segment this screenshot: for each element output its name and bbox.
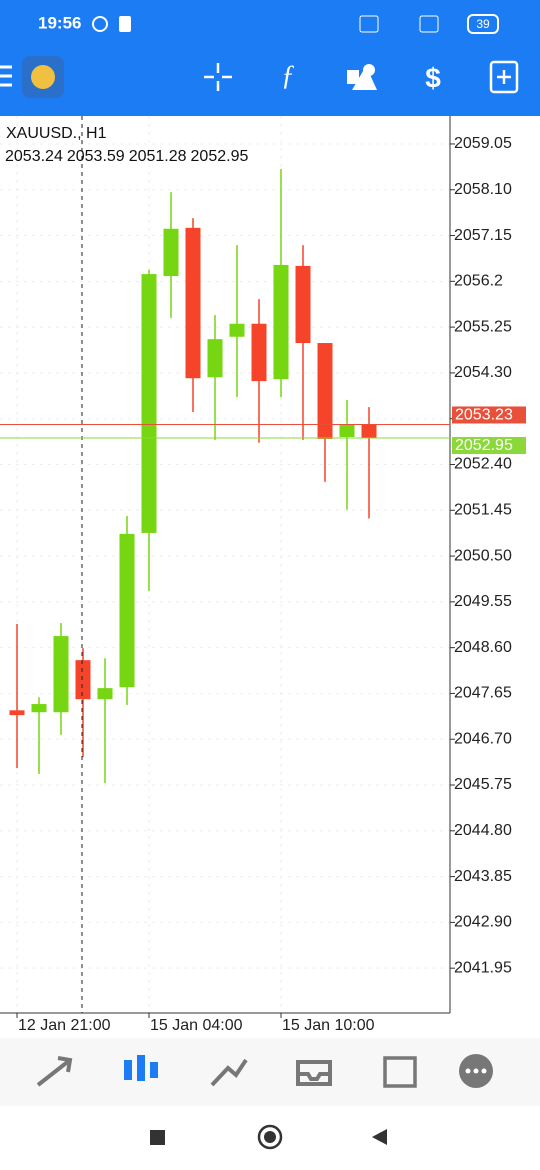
ask-tag	[452, 406, 526, 424]
ohlc-high: 2053.59	[67, 148, 125, 165]
y-tick-label: 2046.70	[454, 730, 512, 747]
candle-body	[229, 323, 245, 337]
back-button[interactable]	[372, 1129, 387, 1145]
messages-tab[interactable]	[459, 1054, 493, 1088]
y-tick-label: 2051.45	[454, 501, 512, 518]
news-tab[interactable]	[383, 1056, 417, 1088]
ohlc-low: 2051.28	[129, 148, 187, 165]
candle-body	[163, 228, 179, 277]
candle-body	[141, 274, 157, 533]
x-tick-label: 15 Jan 04:00	[150, 1017, 243, 1034]
volte-icon	[359, 15, 379, 33]
y-tick-label: 2057.15	[454, 227, 512, 244]
trade-button[interactable]: $	[425, 62, 441, 93]
battery-level: 39	[476, 17, 490, 31]
y-tick-label: 2052.40	[454, 456, 512, 473]
objects-button[interactable]	[347, 64, 377, 90]
y-tick-label: 2058.10	[454, 181, 512, 198]
ohlc-close: 2052.95	[191, 148, 249, 165]
candle-body	[251, 323, 267, 382]
candle-body	[339, 423, 355, 438]
recents-button[interactable]	[150, 1130, 165, 1145]
y-tick-label: 2055.25	[454, 318, 512, 335]
indicators-button[interactable]: ƒ	[281, 60, 295, 91]
crosshair-button[interactable]	[204, 63, 232, 91]
ask-tag-label: 2053.23	[455, 407, 513, 424]
new-order-button[interactable]	[489, 60, 519, 94]
candle-body	[317, 343, 333, 439]
home-button[interactable]	[257, 1124, 283, 1150]
y-tick-label: 2056.2	[454, 273, 503, 290]
candle-body	[119, 533, 135, 688]
history-tab[interactable]	[296, 1060, 332, 1086]
candle-body	[31, 704, 47, 713]
trade-tab[interactable]	[210, 1058, 248, 1087]
x-tick-label: 15 Jan 10:00	[282, 1017, 375, 1034]
app-logo-mark	[31, 65, 55, 89]
candle-body	[97, 688, 113, 700]
y-tick-label: 2042.90	[454, 914, 512, 931]
quotes-tab[interactable]	[36, 1056, 73, 1087]
candle-body	[9, 710, 25, 716]
candle-body	[273, 264, 289, 380]
symbol-label: XAUUSD., H1	[6, 125, 107, 142]
y-tick-label: 2054.30	[454, 364, 512, 381]
y-tick-label: 2059.05	[454, 135, 512, 152]
y-tick-label: 2050.50	[454, 547, 512, 564]
alarm-icon	[92, 16, 108, 32]
ohlc-open: 2053.24	[5, 148, 63, 165]
app-bar	[0, 0, 540, 116]
volte-icon	[419, 15, 439, 33]
plot	[0, 116, 450, 1013]
ohlc-label: 2053.24 2053.59 2051.28 2052.95	[5, 148, 248, 165]
y-tick-label: 2047.65	[454, 685, 512, 702]
candle-body	[295, 265, 311, 344]
y-tick-label: 2043.85	[454, 868, 512, 885]
candle-body	[185, 227, 201, 379]
x-tick-label: 12 Jan 21:00	[18, 1017, 111, 1034]
bottom-nav	[0, 1038, 540, 1106]
candle-body	[361, 423, 377, 438]
y-tick-label: 2041.95	[454, 959, 512, 976]
candle-body	[75, 660, 91, 700]
chart-tab[interactable]	[124, 1055, 158, 1081]
y-tick-label: 2045.75	[454, 776, 512, 793]
home-dot	[264, 1131, 276, 1143]
bid-tag	[452, 436, 526, 454]
menu-icon[interactable]	[0, 65, 12, 87]
y-tick-label: 2044.80	[454, 822, 512, 839]
y-tick-label: 2048.60	[454, 639, 512, 656]
y-tick-label: 2049.55	[454, 593, 512, 610]
battery-icon	[467, 14, 499, 34]
bid-tag-label: 2052.95	[455, 437, 513, 454]
candle-body	[53, 636, 69, 713]
clock: 19:56	[38, 13, 81, 32]
candle-body	[207, 339, 223, 378]
sim-icon	[119, 16, 131, 32]
